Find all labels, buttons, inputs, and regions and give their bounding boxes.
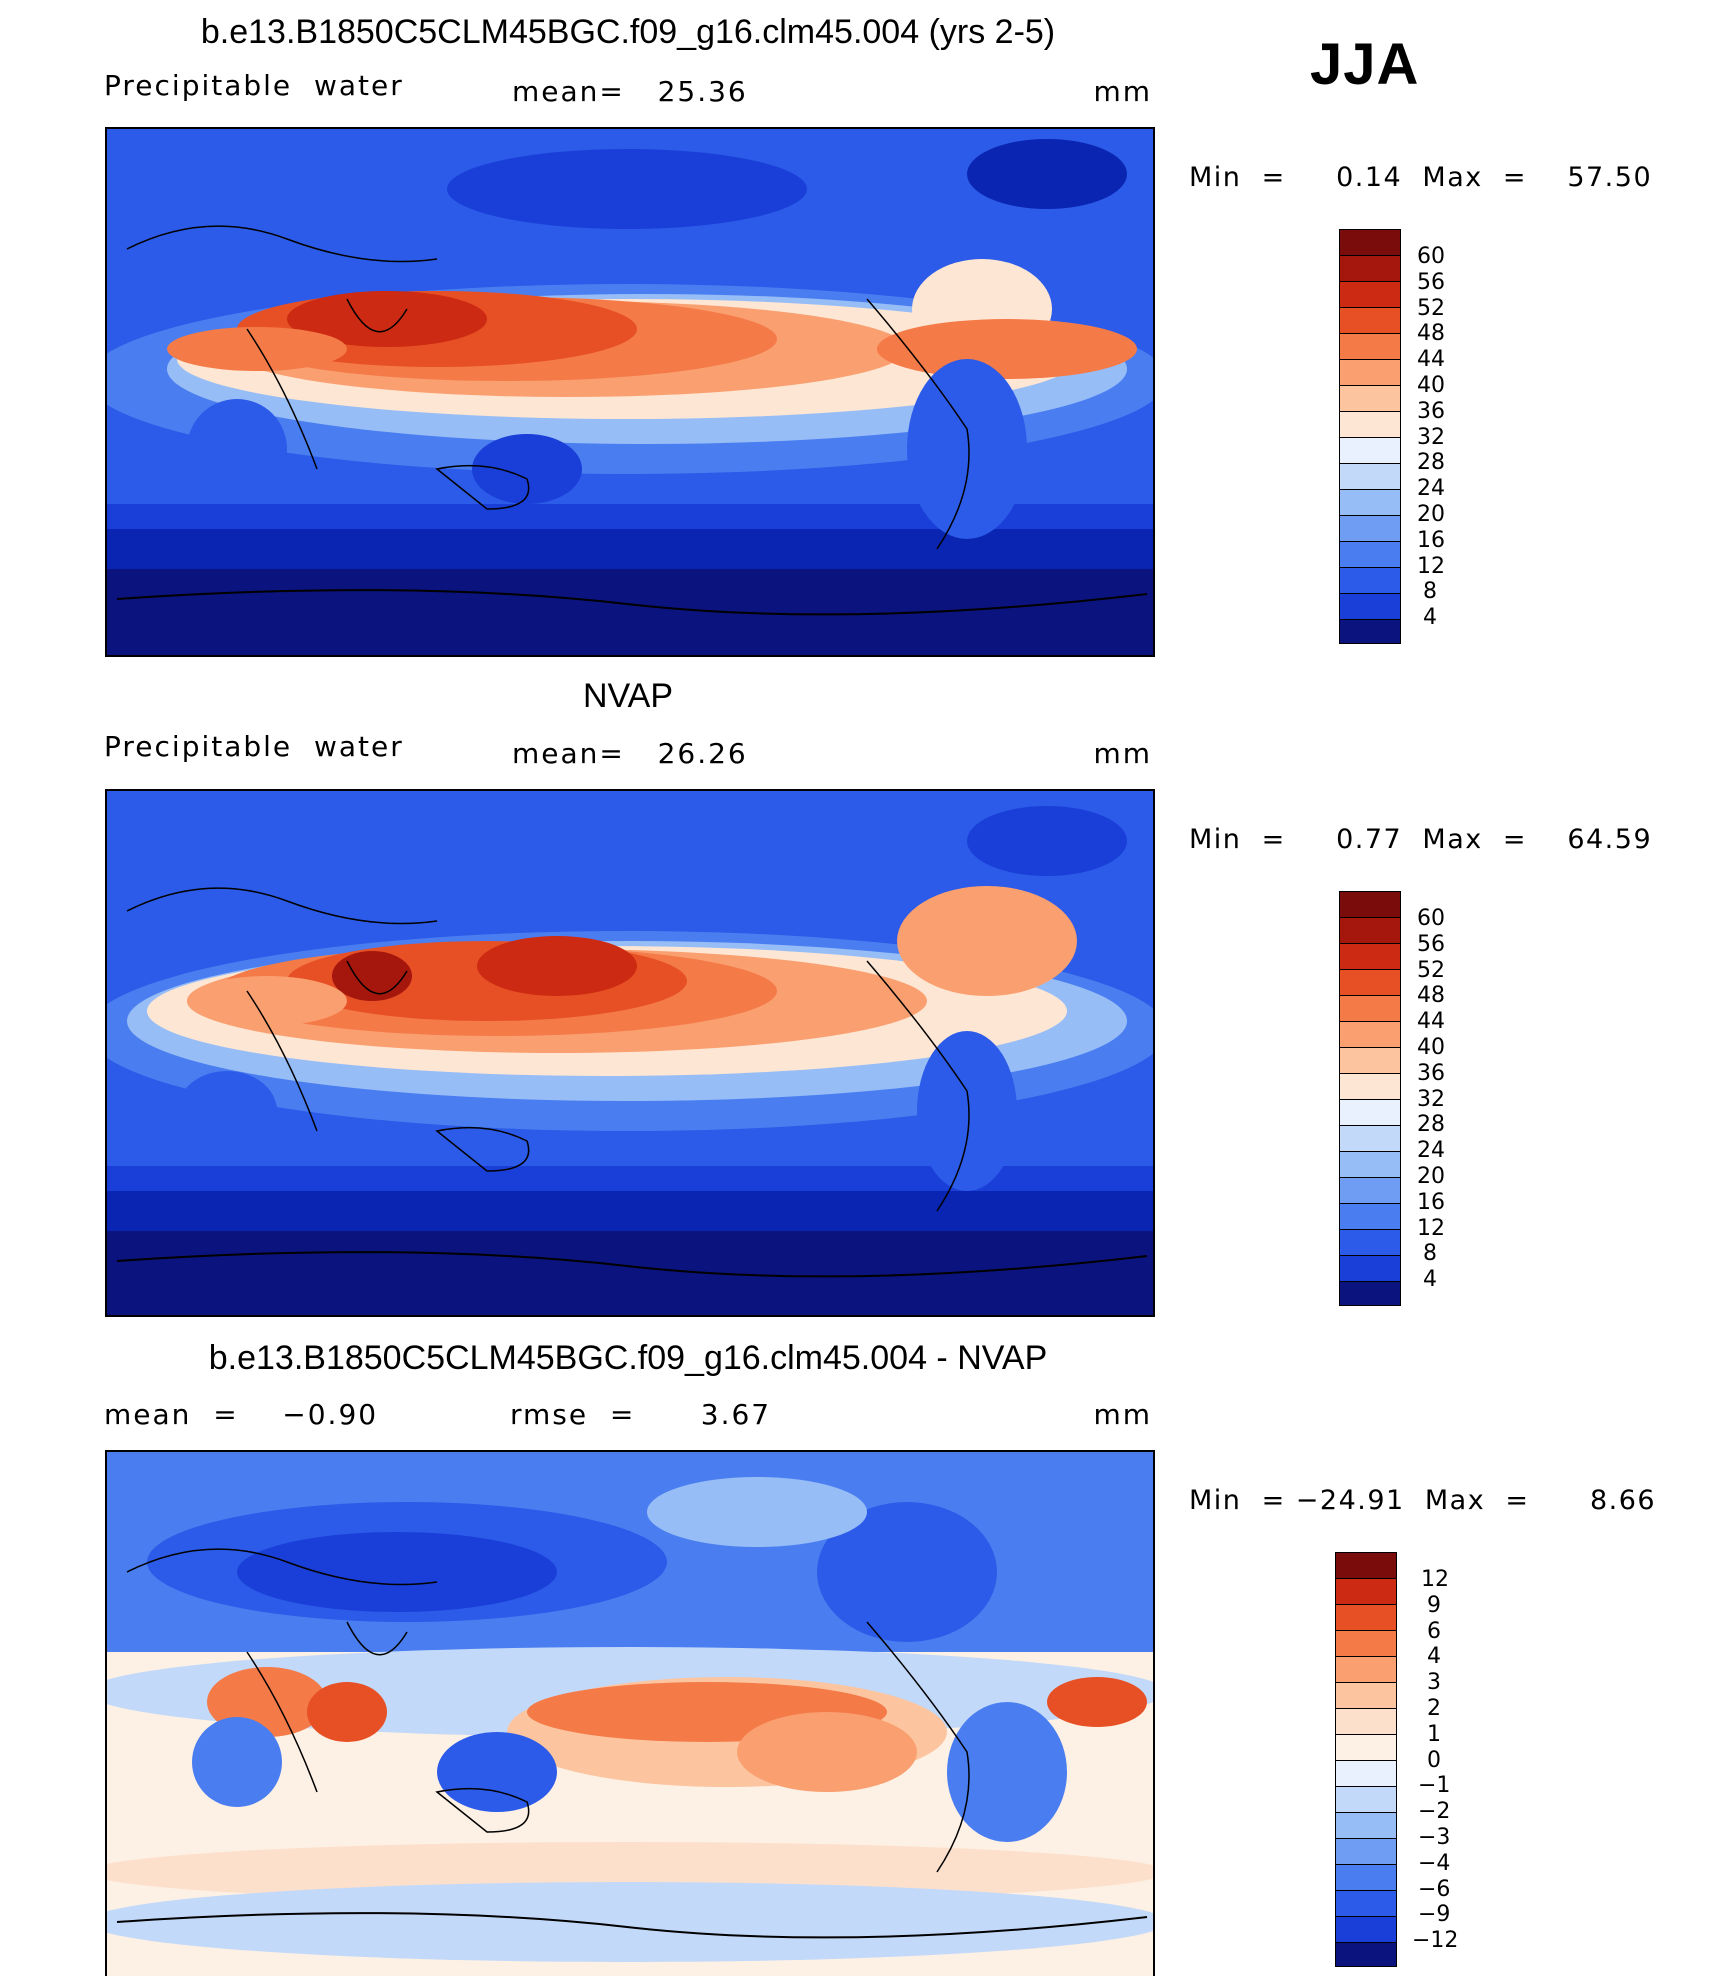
panel-3-colorbar-label: −6 [1418, 1877, 1451, 1902]
panel-2-colorbar-label: 32 [1417, 1087, 1445, 1112]
panel-2-colorbar-label: 52 [1417, 958, 1445, 983]
panel-1-colorbar-label: 8 [1423, 579, 1437, 604]
panel-1-colorbar-label: 40 [1417, 373, 1445, 398]
panel-1-colorbar-label: 4 [1423, 605, 1437, 630]
panel-1-colorbar-label: 36 [1417, 399, 1445, 424]
panel-2-colorbar-label: 20 [1417, 1164, 1445, 1189]
panel-3-title: b.e13.B1850C5CLM45BGC.f09_g16.clm45.004 … [208, 1339, 1048, 1377]
panel-2-min-max: Min = 0.77 Max = 64.59 [1189, 824, 1653, 855]
panel-1-colorbar [1339, 229, 1401, 644]
panel-3-colorbar-label: 1 [1427, 1722, 1441, 1747]
panel-1-colorbar-label: 16 [1417, 528, 1445, 553]
season-label: JJA [1310, 32, 1420, 97]
panel-1-units: mm [1093, 75, 1152, 108]
panel-2-colorbar-label: 28 [1417, 1112, 1445, 1137]
panel-2-colorbar-label: 12 [1417, 1216, 1445, 1241]
panel-3-colorbar-label: −1 [1418, 1773, 1451, 1798]
panel-3-colorbar [1335, 1552, 1397, 1967]
panel-2-map-field [107, 791, 1153, 1315]
panel-1-map [105, 127, 1155, 657]
panel-1-min-max: Min = 0.14 Max = 57.50 [1189, 162, 1653, 193]
panel-1-colorbar-label: 24 [1417, 476, 1445, 501]
panel-3-colorbar-label: 4 [1427, 1644, 1441, 1669]
panel-2-colorbar-label: 40 [1417, 1035, 1445, 1060]
panel-3-colorbar-label: 0 [1427, 1748, 1441, 1773]
panel-2-title: NVAP [582, 677, 674, 715]
panel-1-colorbar-label: 48 [1417, 321, 1445, 346]
panel-2-colorbar-label: 60 [1417, 906, 1445, 931]
panel-3-colorbar-label: 12 [1421, 1567, 1449, 1592]
panel-3-mean-label: mean = −0.90 [104, 1398, 379, 1431]
panel-3-colorbar-label: −2 [1418, 1799, 1451, 1824]
panel-2-variable-label: Precipitable water [104, 730, 404, 763]
panel-2-colorbar [1339, 891, 1401, 1306]
panel-3-colorbar-label: −3 [1418, 1825, 1451, 1850]
panel-3-units: mm [1093, 1398, 1152, 1431]
panel-2-mean-label: mean= 26.26 [512, 737, 748, 770]
panel-1-mean-label: mean= 25.36 [512, 75, 748, 108]
panel-2-map [105, 789, 1155, 1317]
panel-3-colorbar-label: −4 [1418, 1851, 1451, 1876]
panel-1-variable-label: Precipitable water [104, 69, 404, 102]
panel-1-title: b.e13.B1850C5CLM45BGC.f09_g16.clm45.004 … [200, 13, 1056, 51]
panel-1-colorbar-label: 32 [1417, 425, 1445, 450]
panel-2-colorbar-label: 16 [1417, 1190, 1445, 1215]
panel-1-colorbar-label: 20 [1417, 502, 1445, 527]
panel-3-colorbar-label: 2 [1427, 1696, 1441, 1721]
panel-3-rmse-label: rmse = 3.67 [510, 1398, 772, 1431]
panel-1-colorbar-label: 12 [1417, 554, 1445, 579]
panel-1-map-field [107, 129, 1153, 655]
panel-3-map-field [107, 1452, 1153, 1976]
panel-1-colorbar-label: 28 [1417, 450, 1445, 475]
panel-2-colorbar-label: 48 [1417, 983, 1445, 1008]
panel-1-colorbar-label: 44 [1417, 347, 1445, 372]
panel-1-colorbar-label: 52 [1417, 296, 1445, 321]
panel-2-colorbar-label: 56 [1417, 932, 1445, 957]
panel-2-colorbar-label: 24 [1417, 1138, 1445, 1163]
panel-3-colorbar-label: −9 [1418, 1902, 1451, 1927]
panel-3-colorbar-label: 3 [1427, 1670, 1441, 1695]
panel-2-colorbar-label: 8 [1423, 1241, 1437, 1266]
panel-3-min-max: Min = −24.91 Max = 8.66 [1189, 1485, 1657, 1516]
panel-2-units: mm [1093, 737, 1152, 770]
panel-3-colorbar-label: 6 [1427, 1619, 1441, 1644]
panel-3-colorbar-label: 9 [1427, 1593, 1441, 1618]
panel-3-colorbar-label: −12 [1412, 1928, 1459, 1953]
panel-2-colorbar-label: 44 [1417, 1009, 1445, 1034]
panel-2-colorbar-label: 4 [1423, 1267, 1437, 1292]
panel-1-colorbar-label: 56 [1417, 270, 1445, 295]
panel-3-map [105, 1450, 1155, 1976]
panel-2-colorbar-label: 36 [1417, 1061, 1445, 1086]
panel-1-colorbar-label: 60 [1417, 244, 1445, 269]
